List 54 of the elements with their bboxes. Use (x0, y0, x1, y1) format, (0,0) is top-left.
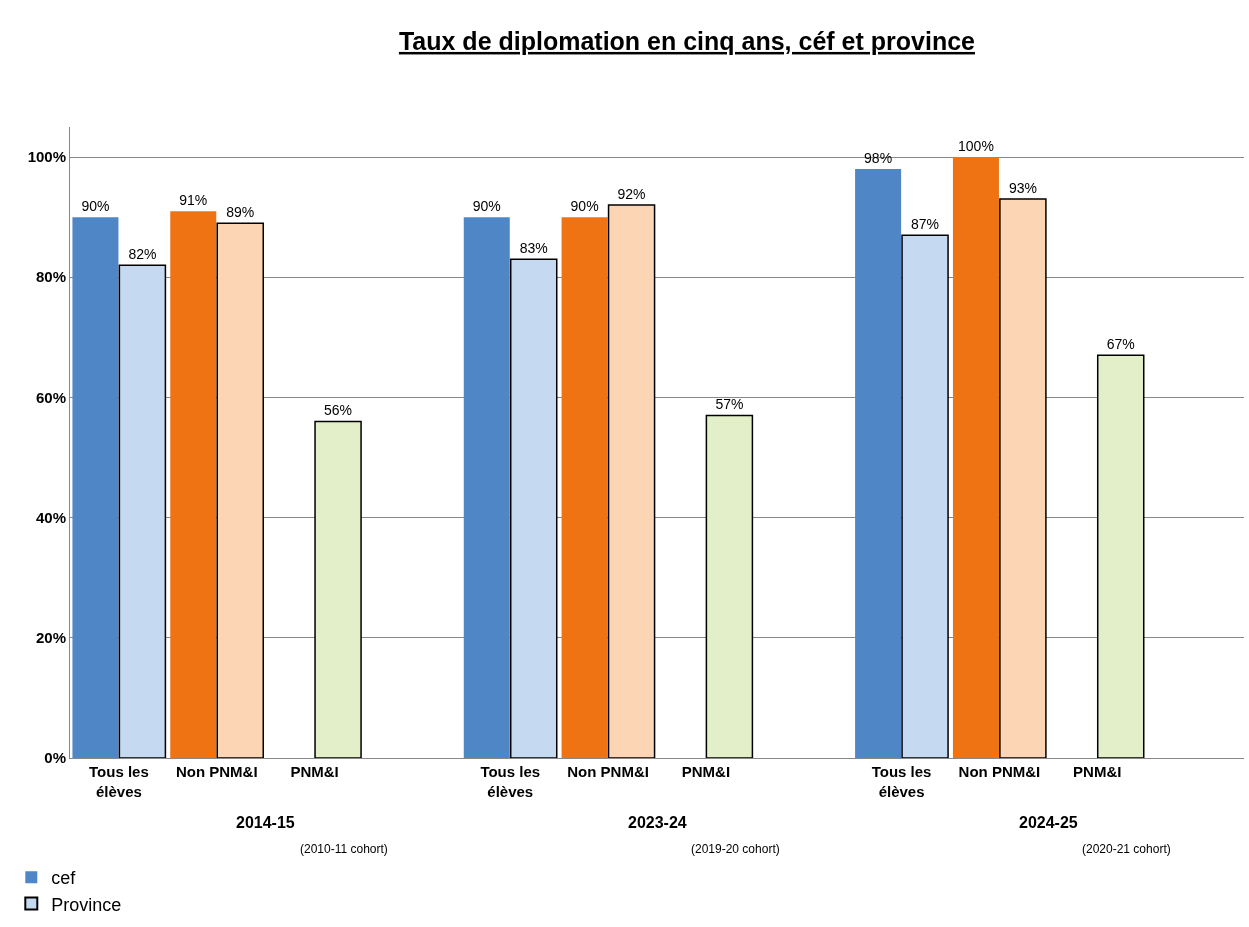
x-tick-label: Non PNM&I (958, 763, 1041, 780)
bar (314, 420, 362, 758)
x-tick-label: Non PNM&I (175, 763, 258, 780)
bar (855, 169, 902, 758)
data-label: 98% (864, 150, 893, 167)
data-label: 92% (617, 186, 646, 203)
data-label: 87% (911, 216, 940, 233)
bar (72, 217, 119, 758)
text: 2023-24 (628, 814, 687, 831)
x-tick-label: Tous les élèves (480, 763, 541, 800)
legend-label: cef (51, 868, 77, 889)
text: 2024-25 (1019, 814, 1078, 831)
data-label: 93% (1008, 180, 1037, 197)
bar (607, 204, 656, 758)
y-tick-label: 80% (35, 268, 66, 286)
data-label: 83% (519, 240, 548, 257)
data-label: 82% (128, 246, 157, 263)
bar (509, 258, 558, 758)
text: (2010-11 cohort) (300, 842, 388, 856)
bar (216, 222, 264, 758)
y-tick-label: 40% (35, 508, 66, 526)
data-label: 100% (958, 138, 994, 155)
data-label: 91% (179, 192, 208, 209)
data-label: 67% (1106, 336, 1135, 353)
bar (170, 211, 217, 758)
x-tick-label: PNM&I (290, 763, 339, 780)
data-label: 57% (715, 396, 744, 413)
bar (1096, 354, 1145, 758)
data-label: 90% (570, 198, 599, 215)
data-label: 56% (324, 402, 353, 419)
bar (561, 217, 608, 758)
data-label: 89% (226, 204, 255, 221)
bar (463, 217, 510, 758)
chart-title: Taux de diplomation en cinq ans, céf et province (398, 26, 976, 55)
x-tick-label: PNM&I (1073, 763, 1122, 780)
text: 2014-15 (236, 814, 295, 831)
y-tick-label: 100% (27, 148, 66, 166)
x-tick-label: Non PNM&I (567, 763, 649, 780)
legend-label: Province (51, 894, 122, 915)
bar (999, 198, 1047, 758)
y-tick-label: 0% (44, 749, 66, 767)
x-tick-label: Tous les élèves (871, 763, 932, 800)
x-tick-label: Tous les élèves (89, 763, 149, 800)
y-tick-label: 20% (35, 629, 66, 647)
y-tick-label: 60% (35, 388, 66, 406)
text: (2019-20 cohort) (691, 842, 780, 856)
x-tick-label: PNM&I (681, 763, 731, 780)
text: (2020-21 cohort) (1082, 842, 1171, 856)
bar (901, 234, 949, 758)
data-label: 90% (472, 198, 501, 215)
data-label: 90% (81, 198, 110, 215)
bar (705, 414, 754, 758)
bar (952, 157, 999, 758)
bar (118, 264, 167, 758)
